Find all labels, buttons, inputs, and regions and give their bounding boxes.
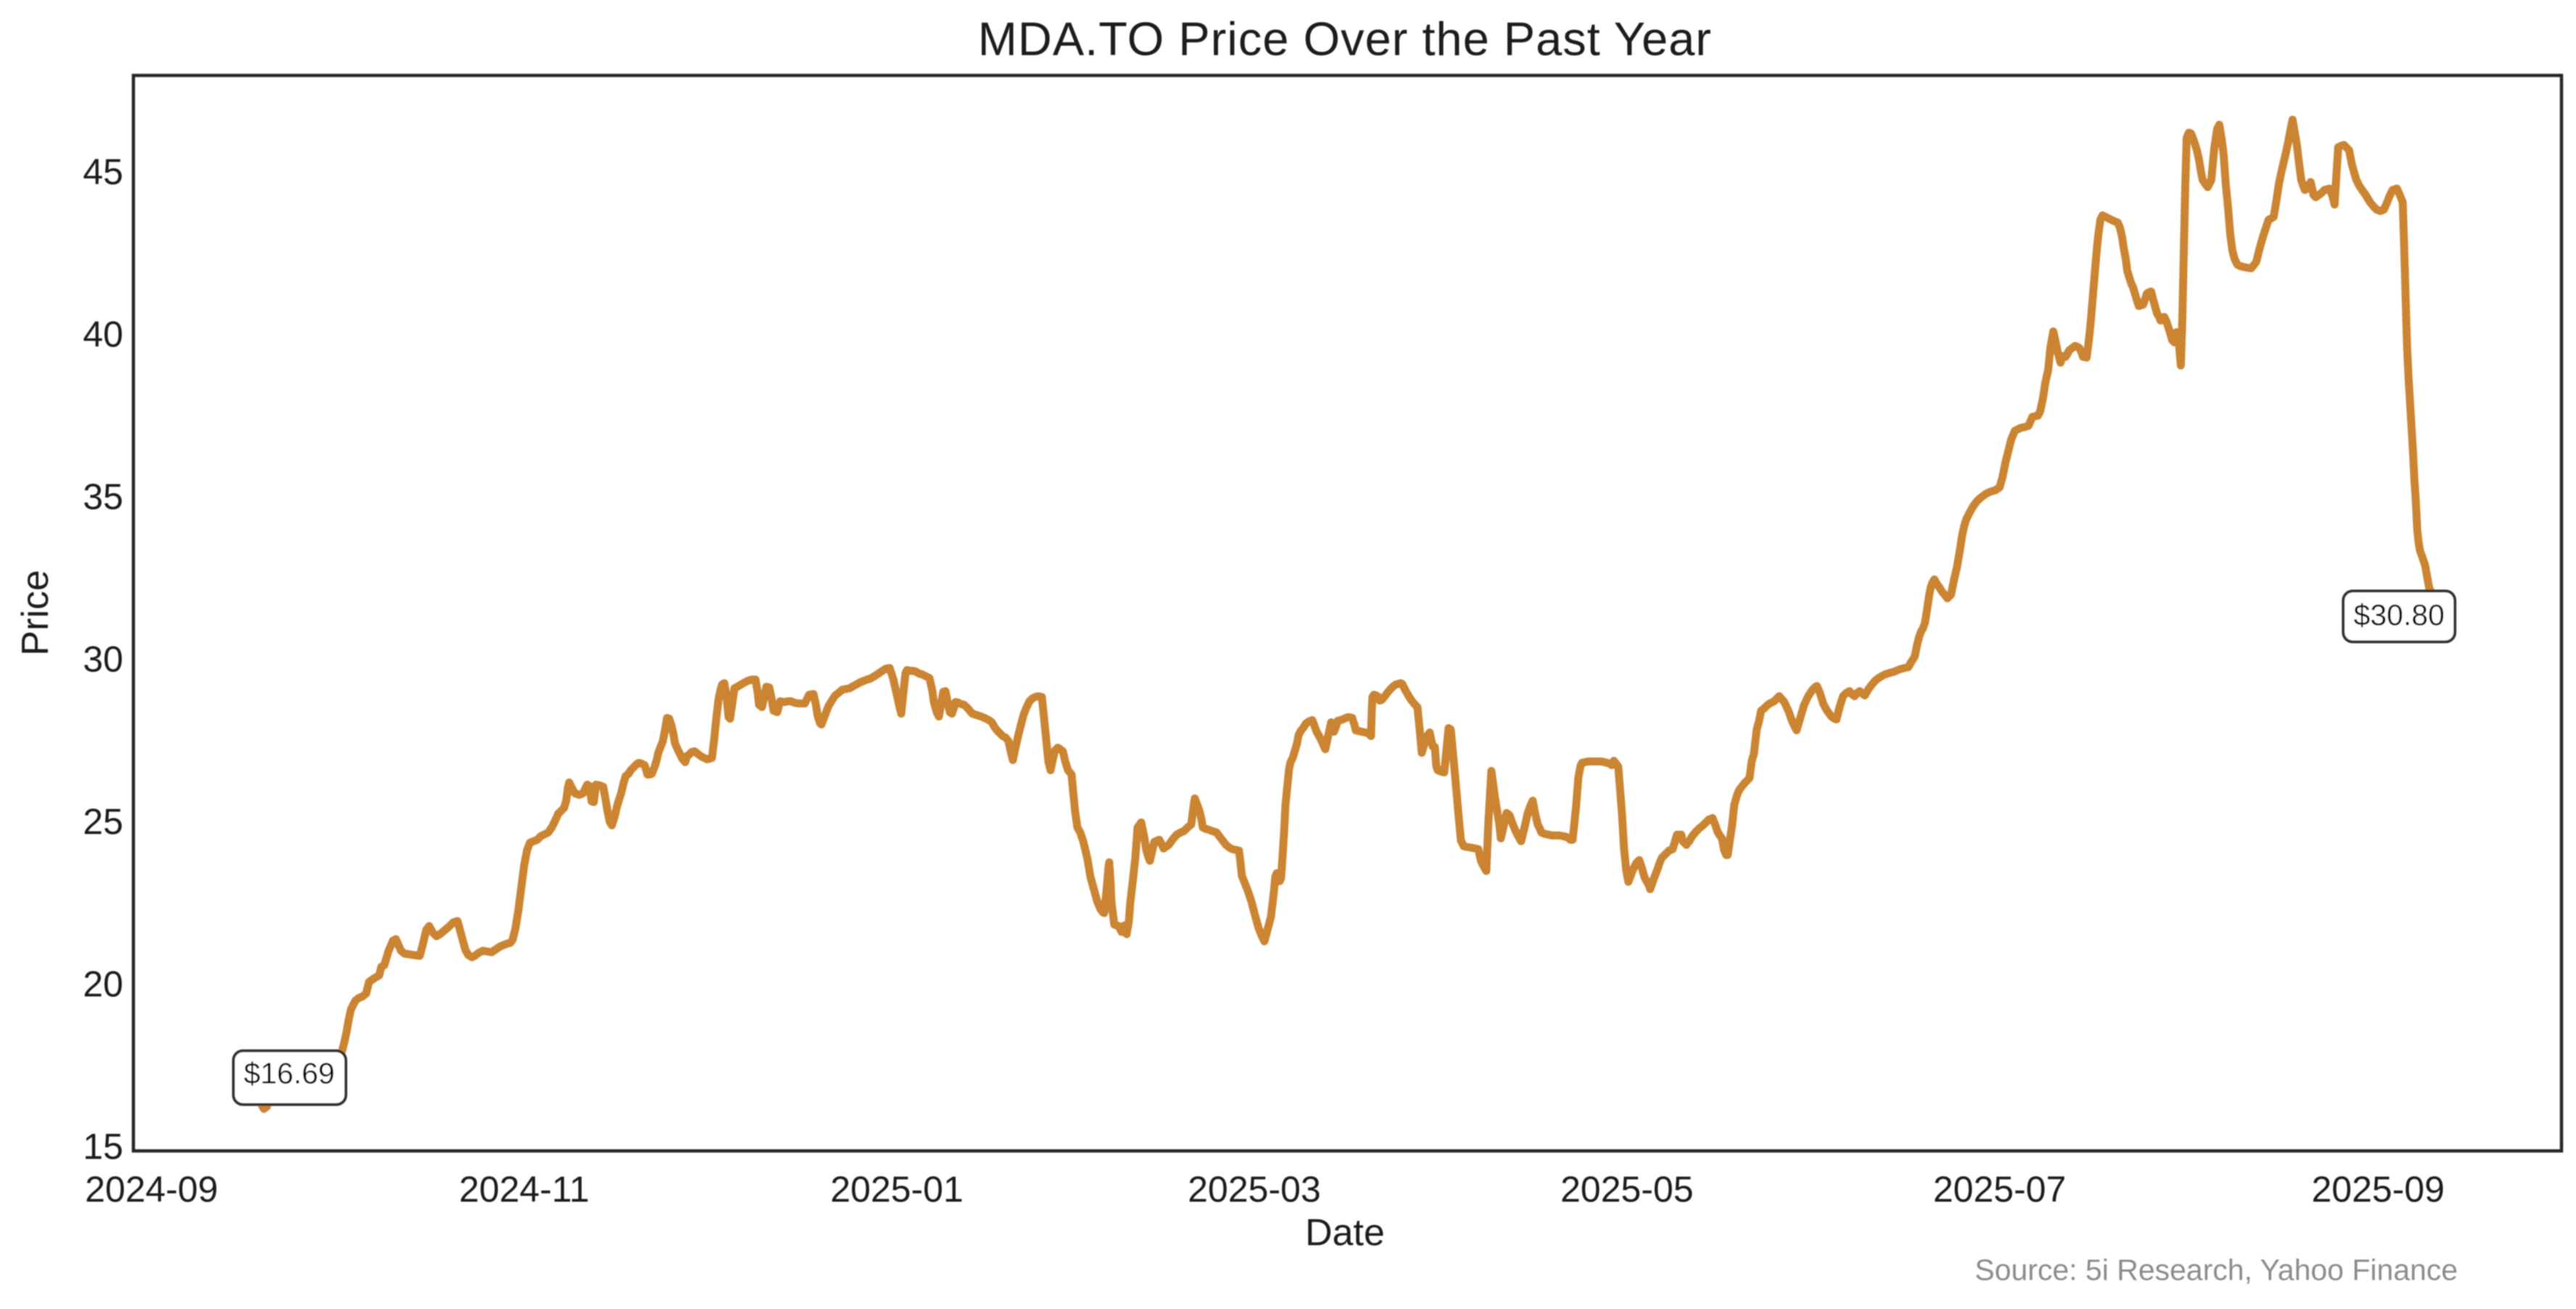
svg-text:2024-11: 2024-11 xyxy=(459,1169,589,1210)
svg-text:30: 30 xyxy=(83,639,123,680)
svg-text:2025-09: 2025-09 xyxy=(2311,1169,2445,1210)
svg-text:35: 35 xyxy=(83,476,123,517)
svg-text:$30.80: $30.80 xyxy=(2353,598,2444,632)
svg-text:2025-03: 2025-03 xyxy=(1188,1169,1321,1210)
svg-text:$16.69: $16.69 xyxy=(244,1057,334,1090)
svg-text:2024-09: 2024-09 xyxy=(85,1169,218,1210)
svg-text:MDA.TO Price Over the Past Yea: MDA.TO Price Over the Past Year xyxy=(978,12,1712,65)
svg-text:2025-07: 2025-07 xyxy=(1933,1169,2066,1210)
svg-text:40: 40 xyxy=(83,314,123,355)
svg-text:45: 45 xyxy=(83,152,123,192)
svg-text:25: 25 xyxy=(83,801,123,842)
svg-text:2025-01: 2025-01 xyxy=(830,1169,964,1210)
svg-text:Date: Date xyxy=(1305,1212,1385,1254)
svg-text:2025-05: 2025-05 xyxy=(1560,1169,1694,1210)
svg-text:Source: 5i Research, Yahoo Fin: Source: 5i Research, Yahoo Finance xyxy=(1975,1253,2458,1287)
svg-text:20: 20 xyxy=(83,964,123,1004)
svg-text:Price: Price xyxy=(15,570,57,656)
svg-text:15: 15 xyxy=(83,1126,123,1167)
